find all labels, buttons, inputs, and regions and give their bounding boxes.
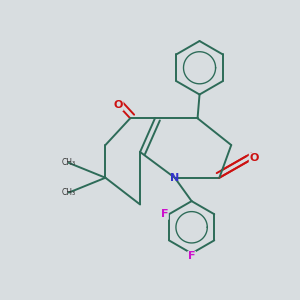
Text: O: O (114, 100, 123, 110)
Text: F: F (188, 251, 195, 261)
Text: N: N (170, 173, 179, 183)
Text: F: F (161, 209, 168, 219)
Text: CH₃: CH₃ (62, 158, 76, 167)
Text: O: O (249, 153, 259, 163)
Text: CH₃: CH₃ (62, 188, 76, 197)
